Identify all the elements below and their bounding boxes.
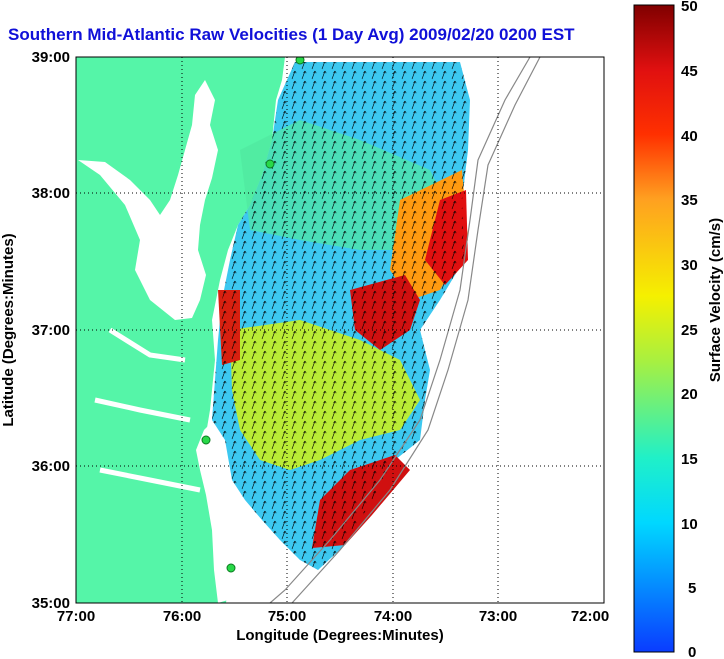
bathymetry-contour [269,57,531,603]
colorbar-label: Surface Velocity (cm/s) [707,218,724,382]
grid-lines [76,57,604,603]
y-tick: 38:00 [32,185,70,202]
x-tick: 74:00 [374,608,412,625]
x-axis-label: Longitude (Degrees:Minutes) [236,627,444,644]
x-tick: 77:00 [57,608,95,625]
colorbar-tick: 25 [681,322,698,339]
x-tick: 73:00 [479,608,517,625]
colorbar-tick: 40 [681,128,698,145]
y-tick: 36:00 [32,458,70,475]
colorbar-tick: 15 [681,451,698,468]
x-axis: 77:00 76:00 75:00 74:00 73:00 72:00 Long… [57,608,609,644]
map-title: Southern Mid-Atlantic Raw Velocities (1 … [8,25,575,44]
colorbar-ticks: 50 45 40 35 30 25 20 15 10 5 0 [681,0,698,659]
river [94,327,201,493]
station-marker [226,563,236,573]
y-axis-label: Latitude (Degrees:Minutes) [0,233,17,426]
x-tick: 76:00 [163,608,201,625]
y-axis: 39:00 38:00 37:00 36:00 35:00 Latitude (… [0,49,70,612]
colorbar-tick: 0 [688,644,696,659]
colorbar-tick: 30 [681,257,698,274]
colorbar-tick: 35 [681,192,698,209]
station-marker [265,159,275,169]
station-marker [295,57,305,65]
x-tick: 72:00 [571,608,609,625]
chesapeake-bay [78,80,218,320]
y-tick: 35:00 [32,595,70,612]
y-tick: 39:00 [32,49,70,66]
colorbar-scale [633,4,675,653]
colorbar-tick: 45 [681,63,698,80]
colorbar-tick: 5 [688,580,696,597]
station-marker [201,435,211,445]
bathymetry-contour-2 [291,57,541,603]
y-tick: 37:00 [32,322,70,339]
colorbar: 50 45 40 35 30 25 20 15 10 5 0 Surface V… [633,0,724,659]
colorbar-tick: 10 [681,516,698,533]
colorbar-tick: 50 [681,0,698,15]
colorbar-tick: 20 [681,386,698,403]
x-tick: 75:00 [268,608,306,625]
velocity-arrows [212,62,470,570]
